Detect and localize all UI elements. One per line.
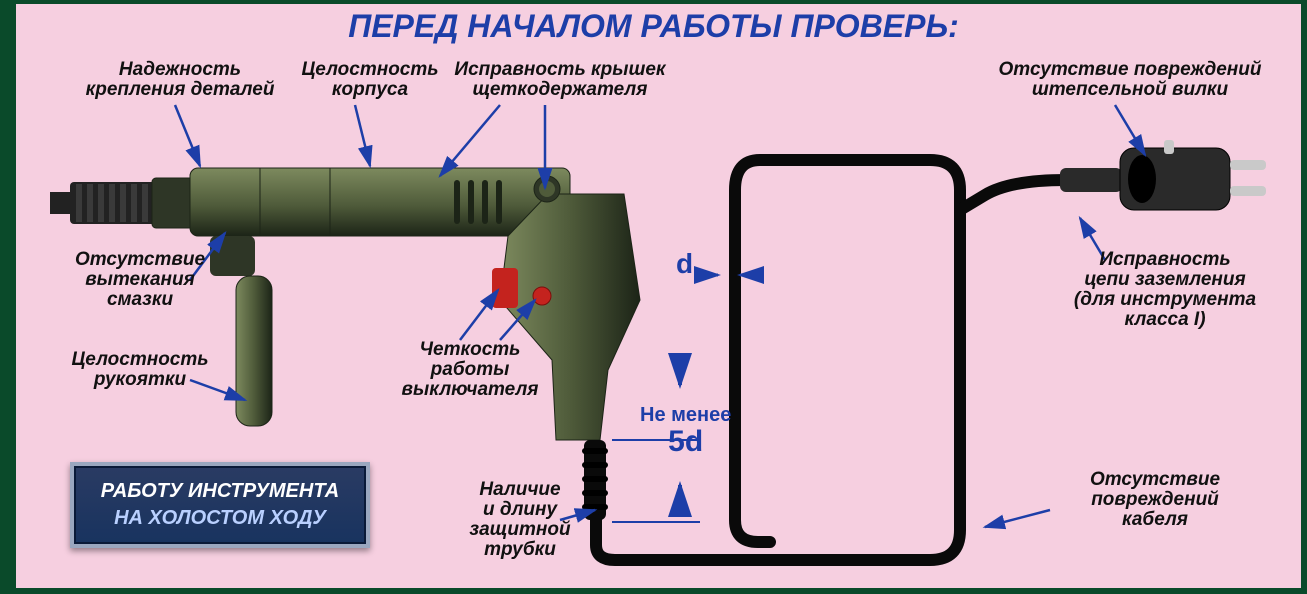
dim-5d-text: Не менее 5d: [640, 405, 731, 458]
callout-l8: Отсутствие повреждений штепсельной вилки: [980, 60, 1280, 100]
callout-l9: Исправность цепи заземления (для инструм…: [1040, 250, 1290, 330]
plaque-line2: НА ХОЛОСТОМ ХОДУ: [74, 507, 366, 530]
callout-l4: Отсутствие вытекания смазки: [50, 250, 230, 310]
callout-l7: Наличие и длину защитной трубки: [440, 480, 600, 560]
idle-run-plaque: РАБОТУ ИНСТРУМЕНТА НА ХОЛОСТОМ ХОДУ: [70, 462, 370, 548]
callout-l6: Четкость работы выключателя: [370, 340, 570, 400]
dim-d-letter: d: [676, 248, 693, 280]
callout-l3: Исправность крышек щеткодержателя: [430, 60, 690, 100]
poster-title: ПЕРЕД НАЧАЛОМ РАБОТЫ ПРОВЕРЬ:: [0, 8, 1307, 45]
callout-l1: Надежность крепления деталей: [60, 60, 300, 100]
callout-l5: Целостность рукоятки: [50, 350, 230, 390]
callout-l10: Отсутствие повреждений кабеля: [1040, 470, 1270, 530]
plaque-line1: РАБОТУ ИНСТРУМЕНТА: [74, 480, 366, 503]
